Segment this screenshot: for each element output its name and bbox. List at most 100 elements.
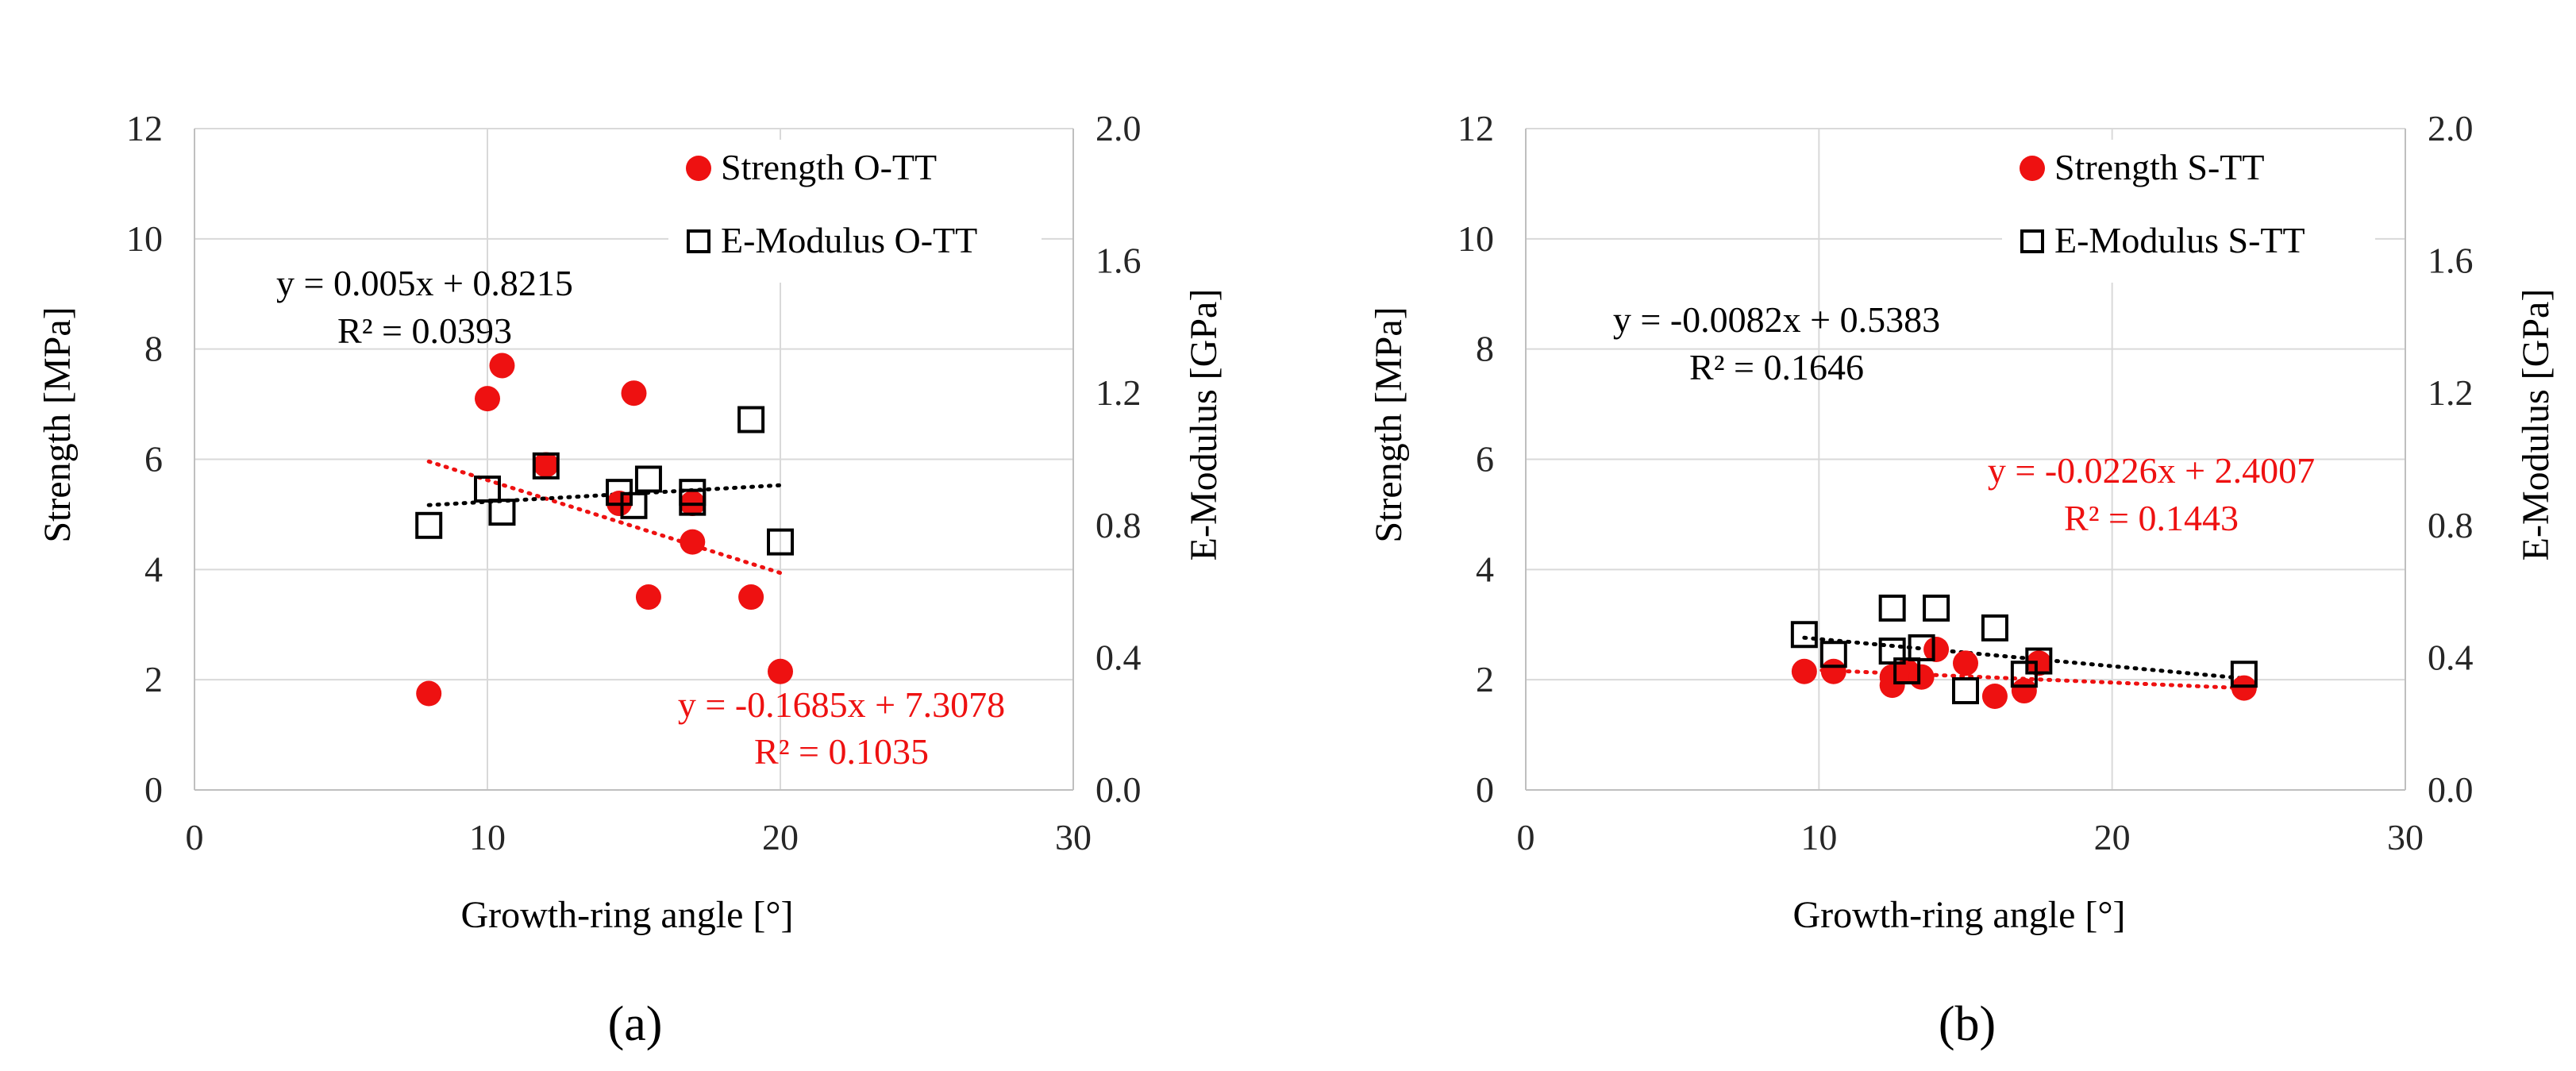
strength-point [489,353,515,379]
y-tick-label: 4 [144,549,163,589]
y2-tick-label: 0.0 [2428,769,2474,810]
strength-point [533,452,559,478]
x-tick-label: 30 [2387,817,2424,857]
x-tick-label: 30 [1055,817,1092,857]
x-tick-label: 20 [762,817,799,857]
strength-point [475,386,500,412]
panel-label: (b) [1939,997,1996,1051]
trendline-r2: R² = 0.1035 [754,731,929,772]
trendline-equation: y = -0.1685x + 7.3078 [678,684,1005,725]
y-tick-label: 10 [126,218,163,259]
y2-tick-label: 0.0 [1095,769,1142,810]
y-tick-label: 2 [1476,659,1494,699]
legend-marker-strength [2020,156,2045,181]
x-tick-label: 20 [2094,817,2131,857]
y2-tick-label: 1.2 [2428,372,2474,413]
modulus-point [1981,614,2008,641]
y-tick-label: 2 [144,659,163,699]
trendline-r2: R² = 0.1443 [2064,498,2239,538]
modulus-point [634,465,662,493]
modulus-point [737,406,765,433]
strength-point [738,584,764,611]
strength-point [768,658,793,684]
y-tick-label: 0 [144,769,163,810]
modulus-point [1923,594,1950,622]
legend-label: Strength S-TT [2054,147,2264,187]
y-axis-label: Strength [MPa] [1368,306,1410,542]
x-tick-label: 0 [1517,817,1535,857]
modulus-point [2025,647,2053,675]
modulus-point [679,488,707,516]
trendline-modulus [426,483,783,507]
modulus-point [1878,638,1906,665]
y-tick-label: 12 [1457,108,1494,148]
modulus-point [474,475,501,503]
legend-label: E-Modulus S-TT [2054,220,2305,260]
chart-panel-b: 0 2 4 6 8 10 12 0.0 0.4 0.8 1.2 1.6 2.0 0 10 20 30 Growth… [1368,108,2557,1051]
strength-point [416,680,442,707]
x-tick-label: 10 [469,817,506,857]
x-axis-label: Growth-ring angle [°] [1792,894,2125,936]
legend-background [668,140,1042,283]
strength-point [2011,678,2037,704]
x-tick-label: 0 [186,817,204,857]
strength-point [2026,650,2052,676]
strength-point [635,584,661,611]
modulus-point [1908,634,1935,661]
strength-point [1953,650,1978,676]
y2-tick-label: 1.2 [1095,372,1142,413]
y-tick-label: 8 [144,329,163,369]
legend-label: E-Modulus O-TT [721,220,977,260]
strength-point [680,529,706,555]
strength-point [1791,658,1817,684]
modulus-point [1878,594,1906,622]
y2-tick-label: 1.6 [1095,241,1142,281]
modulus-point [1819,641,1847,668]
y2-tick-label: 2.0 [1095,108,1142,148]
modulus-point [620,491,648,519]
x-tick-label: 10 [1800,817,1837,857]
modulus-point [488,499,516,526]
y2-tick-label: 2.0 [2428,108,2474,148]
y2-tick-label: 0.8 [1095,505,1142,545]
legend-background [2002,140,2375,283]
modulus-point [767,528,794,556]
y-tick-label: 0 [1476,769,1494,810]
trendline-r2: R² = 0.0393 [337,310,512,351]
modulus-point [415,511,443,539]
y-tick-label: 8 [1476,329,1494,369]
y2-axis-label: E-Modulus [GPa] [1183,289,1225,561]
strength-point [1923,636,1950,662]
legend-marker-modulus [2020,229,2044,253]
trendline-equation: y = -0.0082x + 0.5383 [1613,299,1940,340]
y-axis-label: Strength [MPa] [37,306,79,542]
y-tick-label: 6 [1476,439,1494,480]
y-tick-label: 12 [126,108,163,148]
y-tick-label: 10 [1457,218,1494,259]
modulus-point [1893,657,1921,685]
legend-marker-modulus [687,229,710,253]
trendline-equation: y = -0.0226x + 2.4007 [1988,450,2315,491]
strength-point [621,380,647,406]
y2-tick-label: 0.8 [2428,505,2474,545]
modulus-point [1952,677,1979,705]
strength-point [1908,664,1935,690]
y2-tick-label: 1.6 [2428,241,2474,281]
strength-point [1981,683,2008,709]
trendline-strength [426,459,783,576]
y2-axis-label: E-Modulus [GPa] [2515,289,2557,561]
y-tick-label: 4 [1476,549,1494,589]
modulus-point [532,452,560,480]
chart-panel-a: 0 2 4 6 8 10 12 0.0 0.4 0.8 1.2 1.6 2.0 0 10 20 30 Growth… [37,108,1225,1051]
modulus-point [2230,661,2258,688]
modulus-point [1790,621,1818,649]
trendline-equation: y = 0.005x + 0.8215 [276,263,573,303]
trendline-modulus [1802,635,2247,680]
strength-point [2231,675,2257,701]
legend-label: Strength O-TT [721,147,937,187]
x-axis-label: Growth-ring angle [°] [460,894,793,936]
y2-tick-label: 0.4 [2428,637,2474,677]
strength-point [1820,658,1846,684]
panel-label: (a) [608,997,663,1051]
